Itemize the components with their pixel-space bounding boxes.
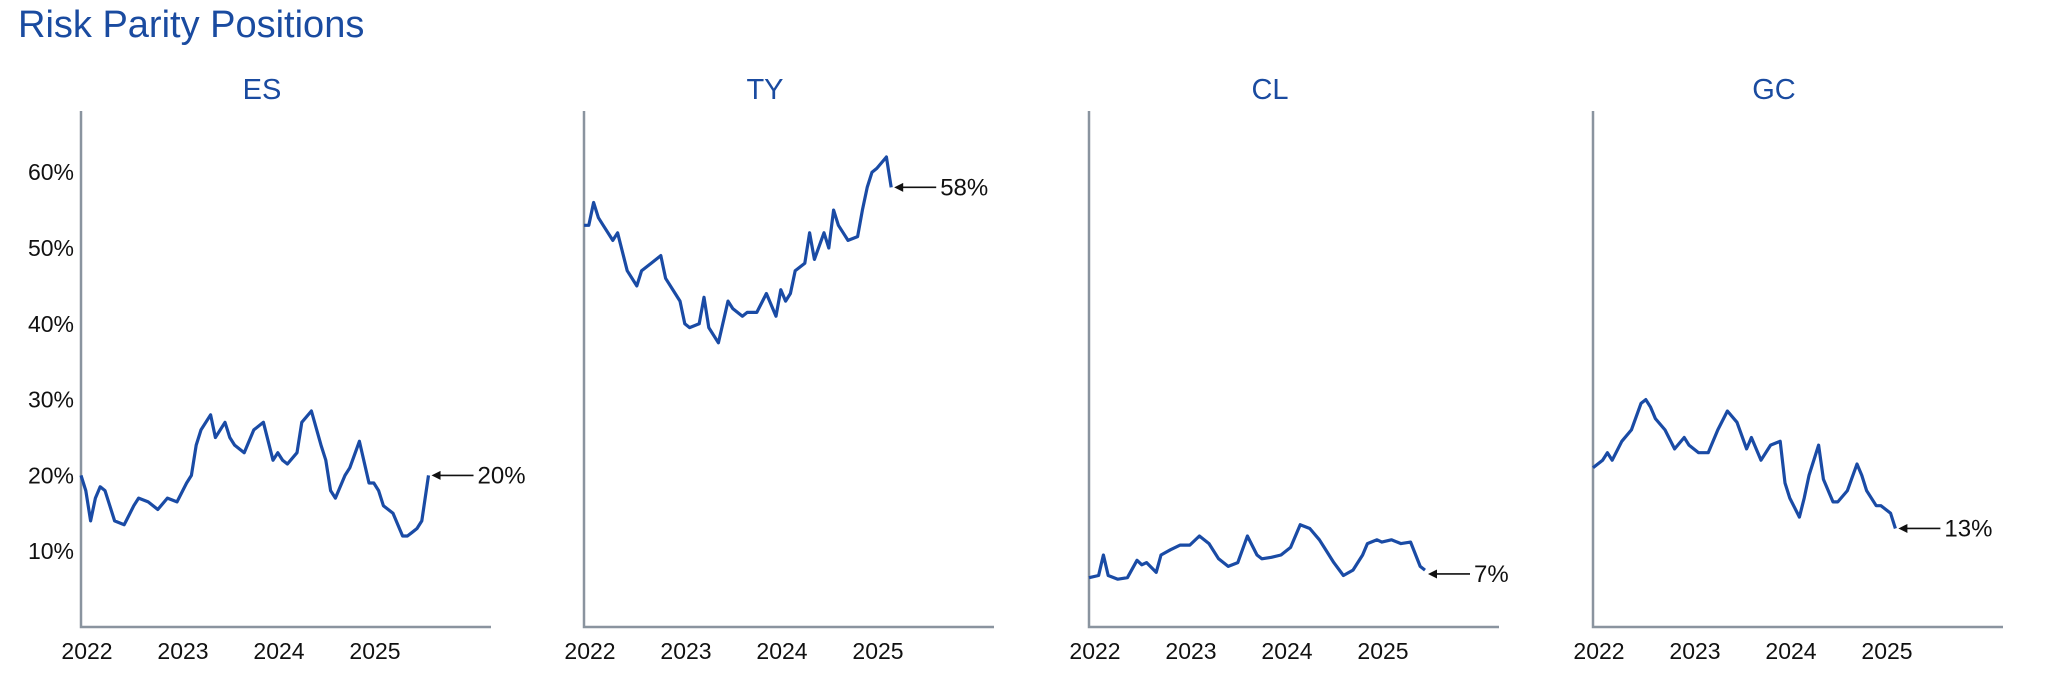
panel-es: ES 10% 20% 30% 40% 50% 60% 2022 2023 2024 2025 20% bbox=[28, 74, 526, 664]
y-tick-label: 10% bbox=[28, 538, 74, 564]
panel-title: GC bbox=[1752, 74, 1796, 106]
x-tick-label: 2025 bbox=[1861, 638, 1912, 664]
y-tick-label: 30% bbox=[28, 387, 74, 413]
arrowhead-icon bbox=[431, 470, 441, 480]
axis-lines bbox=[1087, 111, 1499, 629]
axis-lines bbox=[582, 111, 994, 629]
arrowhead-icon bbox=[894, 182, 904, 192]
y-tick-label: 60% bbox=[28, 159, 74, 185]
y-tick-label: 50% bbox=[28, 235, 74, 261]
x-tick-label: 2024 bbox=[253, 638, 304, 664]
panel-title: CL bbox=[1251, 74, 1288, 106]
panel-cl: CL 2022 2023 2024 2025 7% bbox=[1069, 74, 1508, 664]
annotation-label: 13% bbox=[1944, 515, 1992, 542]
x-tick-label: 2022 bbox=[1573, 638, 1624, 664]
annotation-label: 7% bbox=[1474, 561, 1509, 588]
series-line-ty bbox=[584, 155, 893, 345]
panel-title: TY bbox=[746, 74, 783, 106]
panel-gc: GC 2022 2023 2024 2025 13% bbox=[1573, 74, 2003, 664]
x-tick-label: 2025 bbox=[852, 638, 903, 664]
axis-lines bbox=[1591, 111, 2003, 629]
x-tick-label: 2022 bbox=[61, 638, 112, 664]
series-line-gc bbox=[1592, 398, 1897, 529]
x-tick-label: 2024 bbox=[1261, 638, 1312, 664]
x-tick-label: 2024 bbox=[756, 638, 807, 664]
x-tick-label: 2023 bbox=[1165, 638, 1216, 664]
series-line-cl bbox=[1088, 523, 1426, 581]
series-line-es bbox=[79, 409, 431, 538]
y-tick-label: 40% bbox=[28, 311, 74, 337]
axis-lines bbox=[79, 111, 491, 629]
x-tick-label: 2023 bbox=[1669, 638, 1720, 664]
x-tick-label: 2023 bbox=[660, 638, 711, 664]
arrowhead-icon bbox=[1898, 523, 1908, 533]
annotation-label: 58% bbox=[940, 174, 988, 201]
y-tick-label: 20% bbox=[28, 462, 74, 488]
panel-ty: TY 2022 2023 2024 2025 58% bbox=[564, 74, 994, 664]
x-tick-label: 2022 bbox=[564, 638, 615, 664]
x-tick-label: 2025 bbox=[1357, 638, 1408, 664]
x-tick-label: 2024 bbox=[1765, 638, 1816, 664]
arrowhead-icon bbox=[1428, 569, 1437, 579]
annotation-label: 20% bbox=[478, 462, 526, 489]
x-tick-label: 2025 bbox=[349, 638, 400, 664]
x-tick-label: 2023 bbox=[157, 638, 208, 664]
panel-title: ES bbox=[243, 74, 282, 106]
x-tick-label: 2022 bbox=[1069, 638, 1120, 664]
page-title: Risk Parity Positions bbox=[18, 4, 365, 46]
